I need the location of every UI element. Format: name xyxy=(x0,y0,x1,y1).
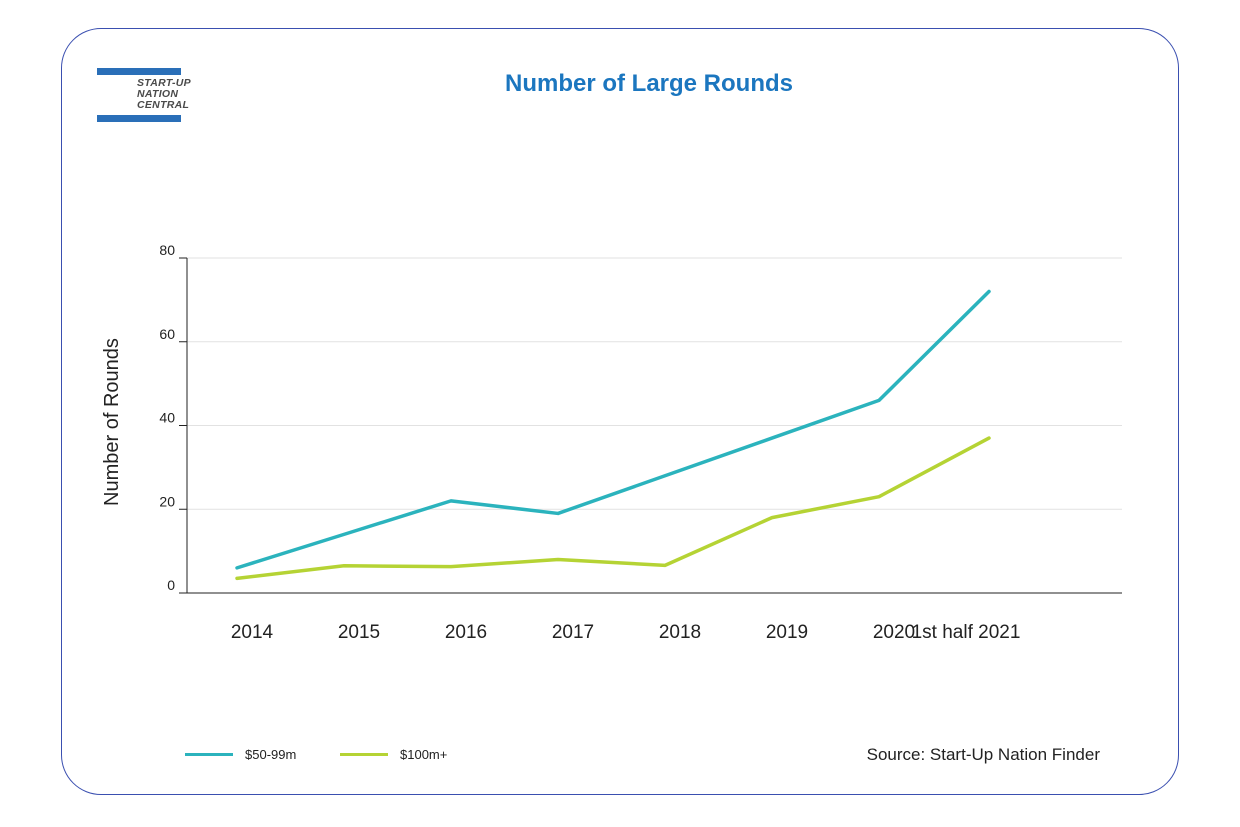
logo-bar-top xyxy=(97,68,181,75)
legend-item-series-1: $50-99m xyxy=(185,747,296,762)
series-line-2 xyxy=(235,436,991,581)
logo-text: START-UP NATION CENTRAL xyxy=(137,78,191,111)
legend-item-series-2: $100m+ xyxy=(340,747,447,762)
logo-line-2: NATION xyxy=(137,88,179,100)
chart-card xyxy=(61,28,1179,795)
x-tick-label: 2020 xyxy=(873,622,915,643)
logo-bar-bottom xyxy=(97,115,181,122)
y-tick-label: 40 xyxy=(159,410,175,426)
legend-label-series-2: $100m+ xyxy=(400,747,448,762)
y-axis-label: Number of Rounds xyxy=(101,338,123,506)
legend-swatch-series-1 xyxy=(185,753,233,756)
series-line-1 xyxy=(235,289,991,570)
x-tick-label: 2018 xyxy=(659,622,701,643)
y-tick-label: 60 xyxy=(159,326,175,342)
x-tick-label: 2019 xyxy=(766,622,808,643)
logo-line-3: CENTRAL xyxy=(137,99,190,111)
x-tick-label: 2017 xyxy=(552,622,594,643)
logo-line-1: START-UP xyxy=(137,77,191,89)
chart-title: Number of Large Rounds xyxy=(504,70,793,97)
y-axis-ticks: 0 20 40 60 80 xyxy=(159,242,187,594)
x-tick-label: 2015 xyxy=(338,622,380,643)
x-tick-label: 2016 xyxy=(445,622,487,643)
y-tick-label: 0 xyxy=(167,577,175,593)
y-tick-label: 20 xyxy=(159,493,175,509)
gridlines xyxy=(187,257,1122,510)
source-note: Source: Start-Up Nation Finder xyxy=(866,745,1100,764)
legend-swatch-series-2 xyxy=(340,753,388,756)
y-tick-label: 80 xyxy=(159,242,175,258)
series-lines xyxy=(235,289,991,581)
start-up-nation-central-logo: START-UP NATION CENTRAL xyxy=(97,68,217,124)
legend-label-series-1: $50-99m xyxy=(245,747,297,762)
x-tick-label: 1st half 2021 xyxy=(912,622,1021,643)
x-tick-label: 2014 xyxy=(231,622,274,643)
